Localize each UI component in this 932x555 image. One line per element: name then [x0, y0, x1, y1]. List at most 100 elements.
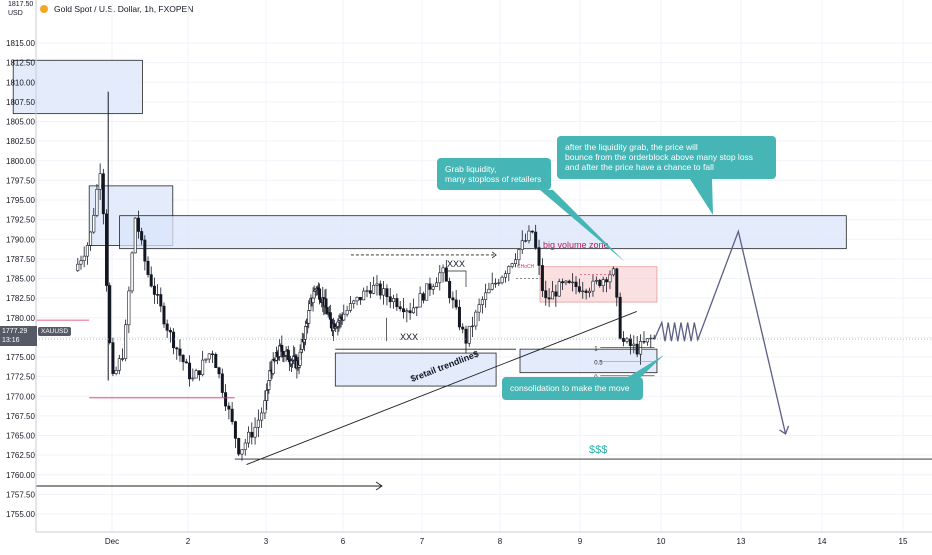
chart-header: Gold Spot / U.S. Dollar, 1h, FXOPEN — [40, 4, 193, 14]
candle-down — [398, 306, 402, 310]
y-tick-label: 1802.50 — [6, 137, 35, 146]
candle-down — [168, 330, 172, 333]
candle-up — [76, 263, 80, 271]
candle-up — [372, 284, 376, 294]
candle-down — [368, 290, 372, 294]
candle-down — [561, 281, 565, 284]
grab-pointer — [540, 190, 625, 262]
candle-up — [415, 306, 419, 309]
candle-up — [493, 282, 497, 285]
candle-down — [178, 348, 182, 356]
consolidation-note[interactable]: consolidation to make the move — [502, 377, 643, 400]
time-axis: Dec 2 3 6 7 8 9 10 13 14 15 — [36, 531, 932, 546]
x-tick-label: 10 — [657, 537, 666, 546]
candle-up — [342, 313, 346, 321]
candle-up — [191, 377, 195, 380]
candle-up — [114, 370, 118, 374]
y-tick-label: 1787.50 — [6, 255, 35, 264]
candle-up — [487, 288, 491, 294]
candle-down — [457, 306, 461, 328]
y-tick-label: 1767.50 — [6, 412, 35, 421]
y-tick-label: 1782.50 — [6, 294, 35, 303]
candle-down — [534, 231, 538, 248]
candle-down — [448, 280, 452, 299]
candle-up — [557, 281, 561, 297]
candle-up — [588, 290, 592, 293]
candle-down — [233, 421, 237, 439]
candle-down — [605, 279, 609, 283]
candle-up — [311, 297, 315, 303]
x-tick-label: 2 — [186, 537, 191, 546]
projection-path — [653, 229, 787, 435]
candle-up — [480, 299, 484, 305]
candle-up — [510, 263, 514, 267]
x-tick-label: 8 — [498, 537, 503, 546]
y-tick-label: 1757.50 — [6, 490, 35, 499]
candle-up — [438, 272, 442, 284]
candle-down — [165, 323, 169, 331]
after-grab-note[interactable]: after the liquidity grab, the price will… — [557, 136, 776, 179]
grab-liquidity-note[interactable]: Grab liquidity, many stoploss of retaile… — [437, 158, 551, 190]
candle-up — [625, 338, 629, 342]
x-tick-label: Dec — [105, 537, 119, 546]
y-tick-label: 1812.50 — [6, 59, 35, 68]
x-tick-label: 6 — [341, 537, 346, 546]
candle-up — [581, 290, 585, 293]
candle-up — [649, 337, 653, 340]
candle-up — [564, 280, 568, 284]
candle-down — [547, 297, 551, 300]
y-tick-label: 1790.00 — [6, 235, 35, 244]
candle-down — [224, 392, 228, 407]
candle-down — [461, 326, 465, 330]
y-tick-label: 1785.00 — [6, 275, 35, 284]
candle-up — [411, 307, 415, 314]
y-tick-label: 1770.00 — [6, 392, 35, 401]
candle-up — [260, 412, 264, 421]
zone-supply — [12, 59, 143, 115]
candle-down — [642, 341, 646, 343]
y-tick-label: 1797.50 — [6, 176, 35, 185]
candle-down — [530, 230, 534, 233]
candle-down — [184, 361, 188, 364]
candle-down — [159, 294, 163, 307]
candle-up — [474, 311, 478, 327]
candle-down — [152, 285, 156, 295]
y-tick-label: 1775.00 — [6, 353, 35, 362]
y-tick-label: 1760.00 — [6, 471, 35, 480]
liquidity-arrow-head — [491, 251, 497, 259]
candle-up — [263, 400, 267, 414]
zones-layer — [12, 59, 847, 387]
candle-up — [503, 273, 507, 278]
zone-demand — [334, 352, 497, 387]
candle-down — [172, 331, 176, 349]
y-tick-label: 1762.50 — [6, 451, 35, 460]
y-tick-label: 1810.00 — [6, 78, 35, 87]
candle-up — [79, 260, 83, 265]
candle-down — [230, 408, 234, 422]
candle-up — [365, 290, 369, 292]
candle-up — [608, 274, 612, 283]
candle-down — [421, 293, 425, 301]
candle-up — [441, 267, 445, 274]
candle-down — [136, 217, 140, 232]
candle-down — [464, 328, 468, 344]
candle-countdown: 13:16 — [2, 337, 20, 344]
candle-down — [567, 280, 571, 283]
candle-down — [454, 299, 458, 308]
chart-title: Gold Spot / U.S. Dollar, 1h, FXOPEN — [54, 4, 194, 14]
candle-down — [577, 286, 581, 292]
candle-up — [355, 296, 359, 302]
candle-up — [345, 310, 349, 315]
candle-up — [130, 252, 134, 292]
after-grab-pointer — [690, 179, 713, 215]
candle-down — [156, 294, 160, 296]
candle-down — [220, 373, 224, 393]
candle-down — [622, 337, 626, 342]
x-tick-label: 7 — [420, 537, 425, 546]
candle-up — [594, 279, 598, 282]
candle-up — [601, 279, 605, 286]
candle-up — [240, 449, 244, 455]
consolidation-text: consolidation to make the move — [510, 383, 630, 393]
